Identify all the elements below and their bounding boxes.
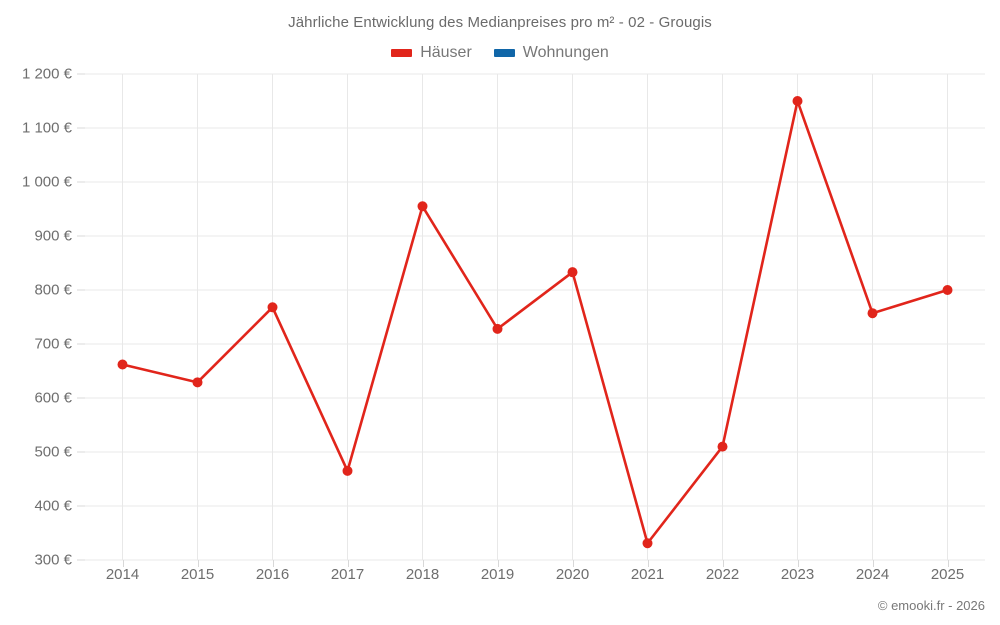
- x-tick-mark: [197, 560, 199, 567]
- legend-item-hauser[interactable]: Häuser: [391, 44, 472, 62]
- x-tick-label: 2020: [555, 566, 590, 583]
- y-tick-label: 600 €: [34, 389, 72, 407]
- y-tick-mark: [77, 505, 85, 507]
- x-tick-mark: [647, 560, 649, 567]
- y-tick-mark: [77, 73, 85, 75]
- x-tick-label: 2022: [705, 566, 740, 583]
- data-point[interactable]: [117, 359, 128, 370]
- x-tick-mark: [947, 560, 949, 567]
- y-tick-mark: [77, 235, 85, 237]
- x-tick-label: 2023: [780, 566, 815, 583]
- data-point[interactable]: [267, 302, 278, 313]
- footer-credit: © emooki.fr - 2026: [877, 598, 985, 613]
- y-tick-label: 1 000 €: [21, 173, 72, 191]
- legend-swatch-hauser: [391, 49, 413, 57]
- x-tick-label: 2024: [855, 566, 890, 583]
- x-tick-label: 2014: [105, 566, 140, 583]
- chart-legend: Häuser Wohnungen: [0, 44, 1000, 62]
- y-tick-label: 500 €: [34, 443, 72, 461]
- x-tick-mark: [872, 560, 874, 567]
- y-axis: 300 € 400 € 500 € 600 € 700 € 800 € 900 € 1 000…: [0, 66, 72, 569]
- data-point[interactable]: [417, 201, 428, 212]
- x-tick-mark: [497, 560, 499, 567]
- data-point[interactable]: [717, 441, 728, 452]
- x-tick-mark: [122, 560, 124, 567]
- data-point[interactable]: [792, 96, 803, 106]
- y-tick-mark: [77, 181, 85, 183]
- y-tick-label: 700 €: [34, 335, 72, 353]
- x-tick-mark: [572, 560, 574, 567]
- y-tick-label: 1 100 €: [21, 119, 72, 137]
- y-tick-mark: [77, 289, 85, 291]
- y-tick-mark: [77, 343, 85, 345]
- data-point[interactable]: [567, 267, 578, 278]
- series-line-häuser: [121, 99, 949, 545]
- x-tick-label: 2015: [180, 566, 215, 583]
- data-point[interactable]: [867, 308, 878, 319]
- y-tick-mark: [77, 397, 85, 399]
- legend-label-wohnungen: Wohnungen: [522, 44, 609, 61]
- data-point[interactable]: [642, 538, 653, 549]
- y-tick-label: 900 €: [34, 227, 72, 245]
- plot-svg: [85, 73, 985, 561]
- y-tick-mark: [77, 559, 85, 561]
- y-tick-label: 300 €: [34, 551, 72, 569]
- data-point[interactable]: [342, 465, 353, 476]
- data-point[interactable]: [942, 285, 953, 295]
- x-tick-mark: [422, 560, 424, 567]
- x-tick-label: 2021: [630, 566, 665, 583]
- y-tick-label: 800 €: [34, 281, 72, 299]
- x-tick-label: 2017: [330, 566, 365, 583]
- y-tick-mark: [77, 451, 85, 453]
- y-tick-mark: [77, 127, 85, 129]
- x-tick-mark: [797, 560, 799, 567]
- x-tick-label: 2019: [480, 566, 515, 583]
- x-axis: 2014 2015 2016 2017 2018 2019 2020 2021 2022 2023…: [85, 566, 985, 592]
- plot-area: [85, 73, 985, 561]
- legend-swatch-wohnungen: [493, 49, 515, 57]
- x-tick-mark: [722, 560, 724, 567]
- y-tick-label: 400 €: [34, 497, 72, 515]
- x-tick-mark: [272, 560, 274, 567]
- y-tick-label: 1 200 €: [21, 65, 72, 83]
- legend-item-wohnungen[interactable]: Wohnungen: [493, 44, 609, 62]
- x-tick-mark: [347, 560, 349, 567]
- x-tick-label: 2025: [930, 566, 965, 583]
- data-point[interactable]: [492, 323, 503, 334]
- x-tick-label: 2018: [405, 566, 440, 583]
- chart-title: Jährliche Entwicklung des Medianpreises …: [288, 14, 712, 31]
- x-tick-label: 2016: [255, 566, 290, 583]
- legend-label-hauser: Häuser: [420, 44, 472, 61]
- data-point[interactable]: [192, 377, 203, 388]
